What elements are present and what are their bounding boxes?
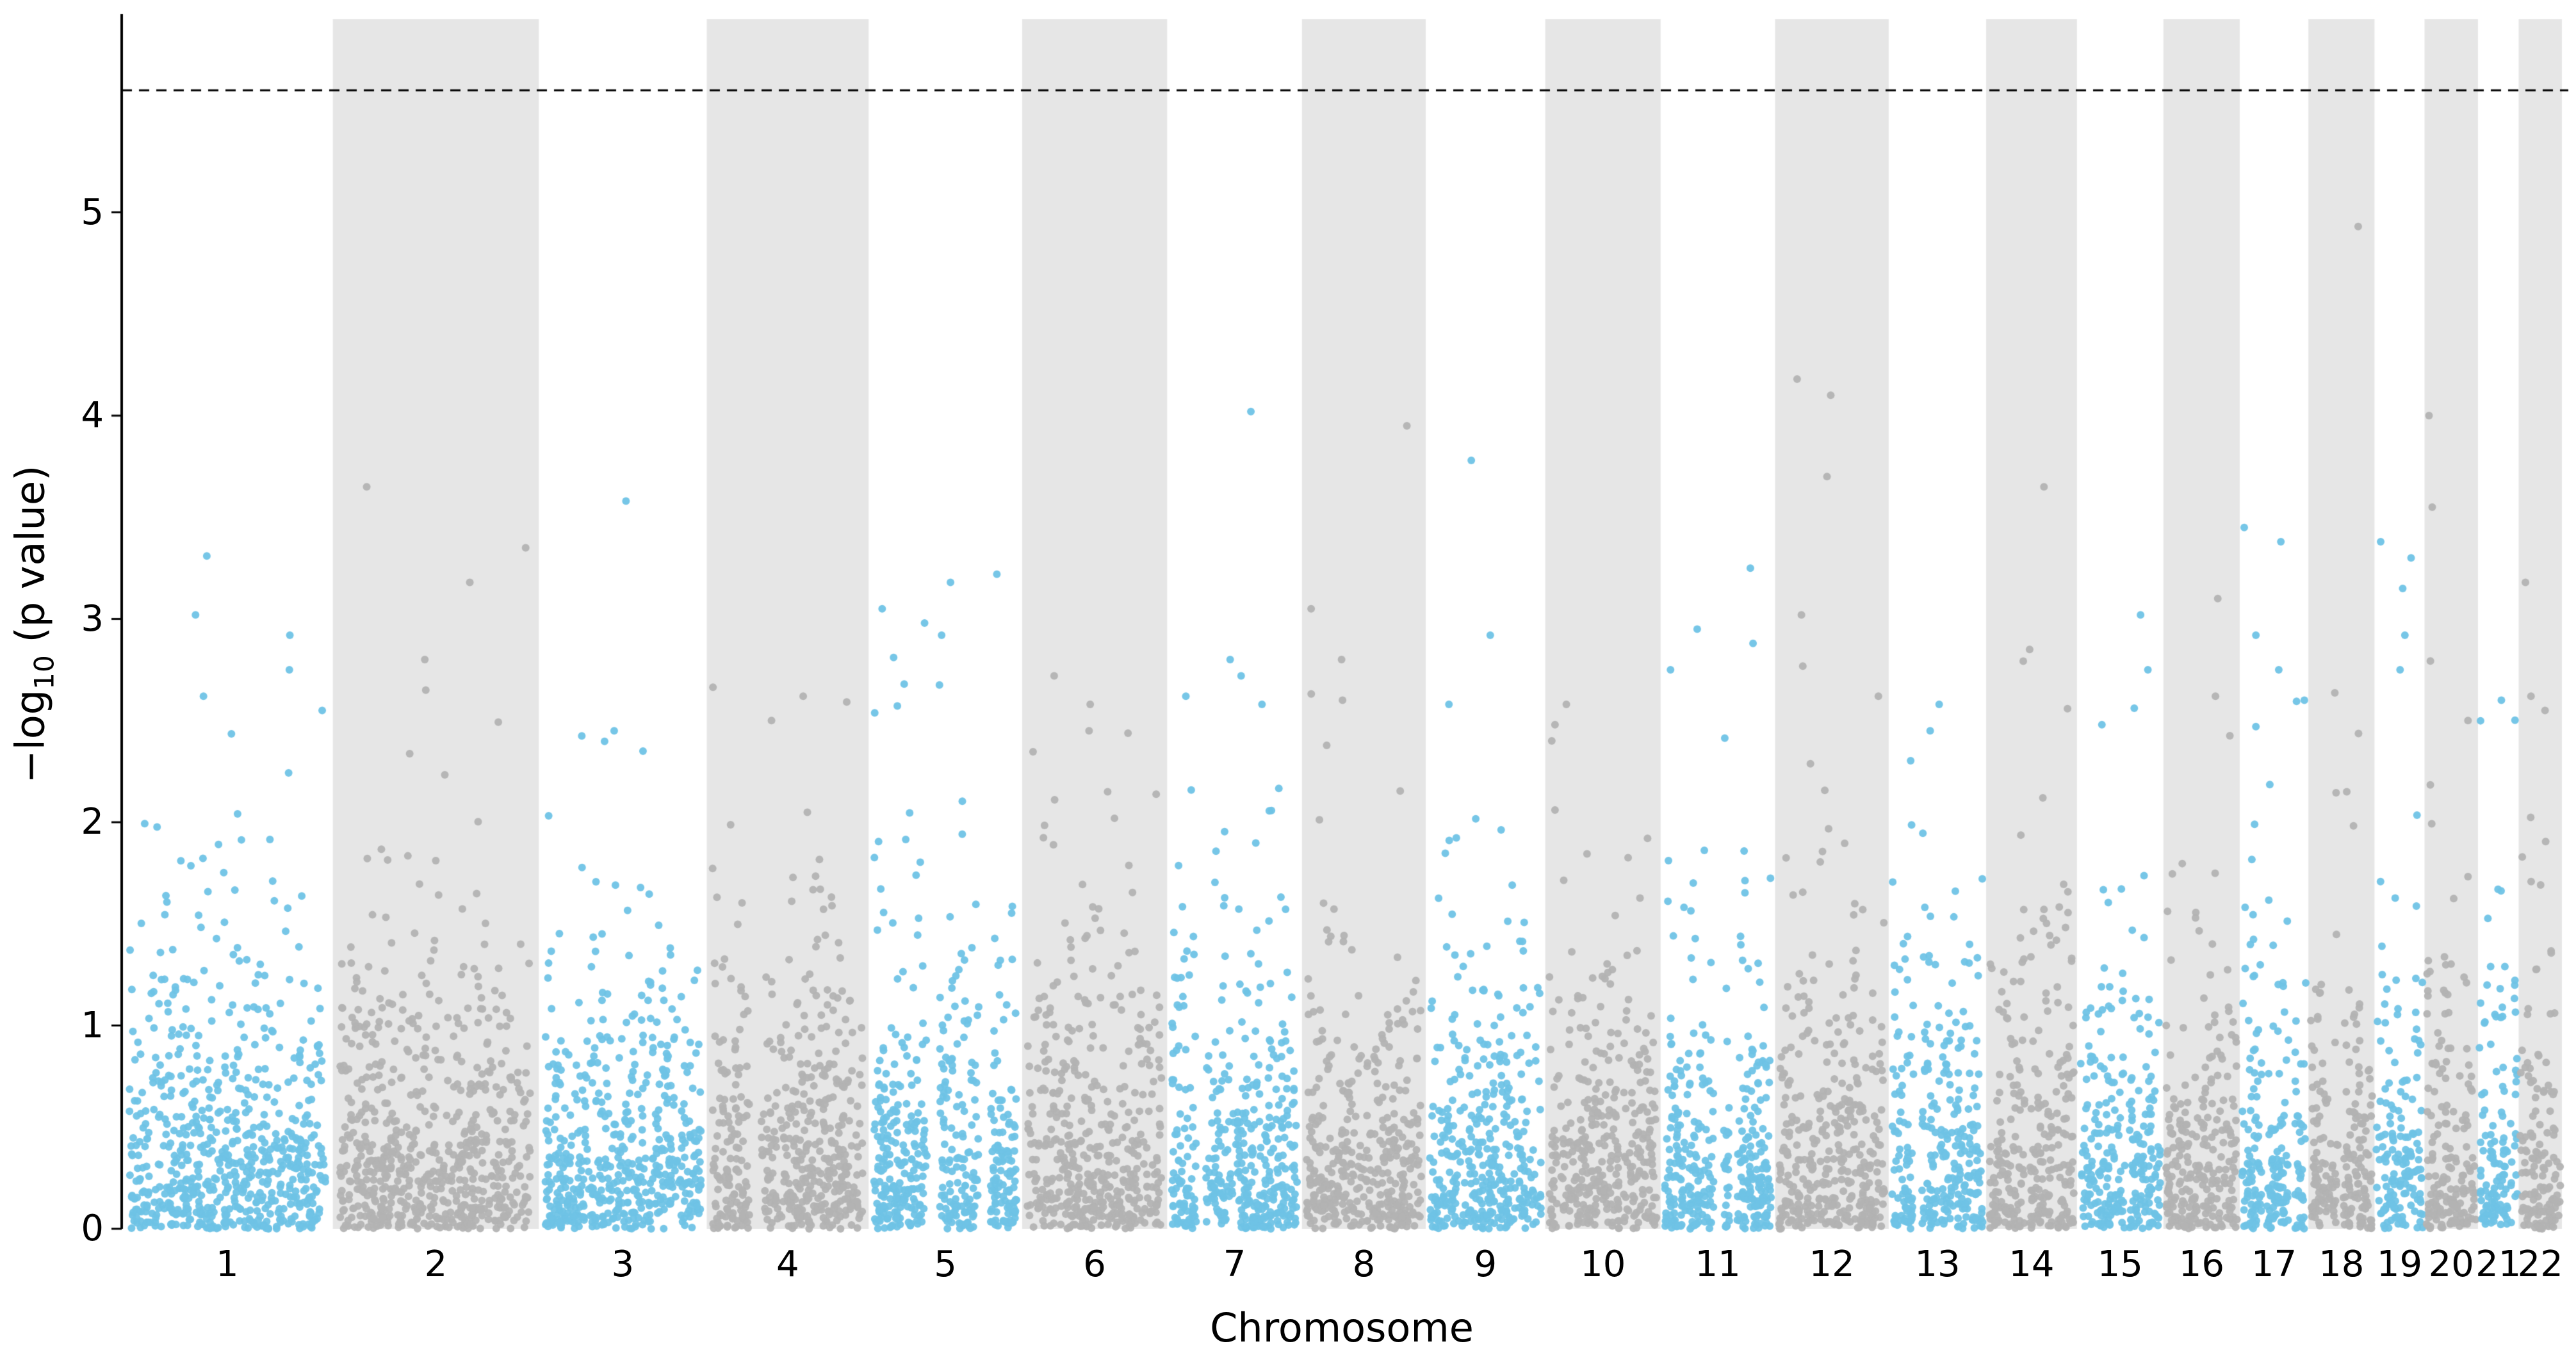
plot-canvas [0,0,2576,1362]
